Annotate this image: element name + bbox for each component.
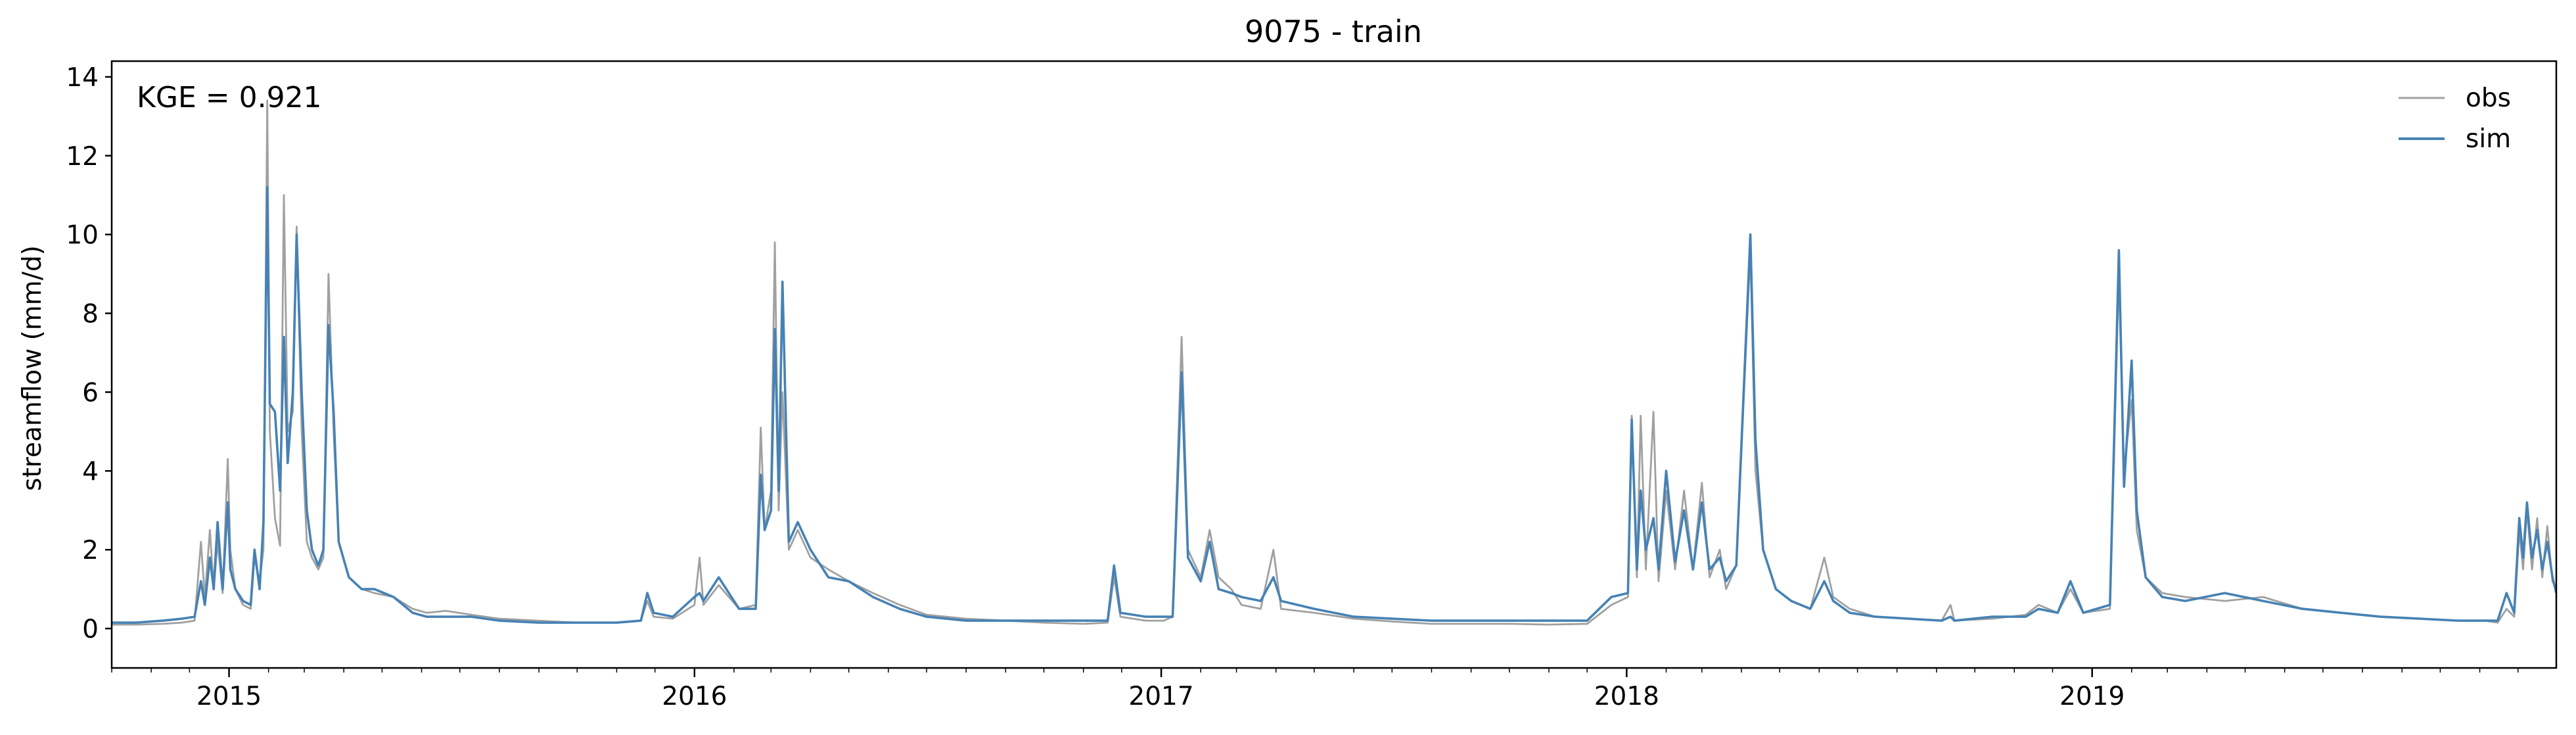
plot-area: 0 2 4 6 8 10 12 14 2015 2016 2017 2018 2019: [66, 63, 2556, 711]
chart-title: 9075 - train: [1245, 14, 1422, 49]
legend: obs sim: [2399, 83, 2511, 154]
legend-label-sim: sim: [2466, 124, 2511, 154]
y-axis-label: streamflow (mm/d): [18, 245, 47, 491]
legend-label-obs: obs: [2466, 83, 2511, 113]
y-tick-label: 8: [82, 300, 99, 329]
y-tick-label: 14: [66, 63, 99, 93]
series-line-sim: [112, 186, 2556, 624]
y-tick-label: 6: [82, 378, 99, 408]
x-tick-label: 2017: [1128, 682, 1193, 711]
x-tick-label: 2015: [196, 682, 262, 711]
y-tick-label: 10: [66, 221, 99, 250]
y-tick-label: 0: [82, 615, 99, 644]
x-tick-label: 2016: [662, 682, 727, 711]
x-tick-label: 2018: [1594, 682, 1659, 711]
y-tick-label: 2: [82, 536, 99, 565]
x-tick-label: 2019: [2059, 682, 2125, 711]
y-tick-label: 4: [82, 457, 99, 486]
plot-frame: [110, 60, 2558, 669]
y-tick-label: 12: [66, 142, 99, 172]
kge-annotation: KGE = 0.921: [137, 81, 322, 114]
